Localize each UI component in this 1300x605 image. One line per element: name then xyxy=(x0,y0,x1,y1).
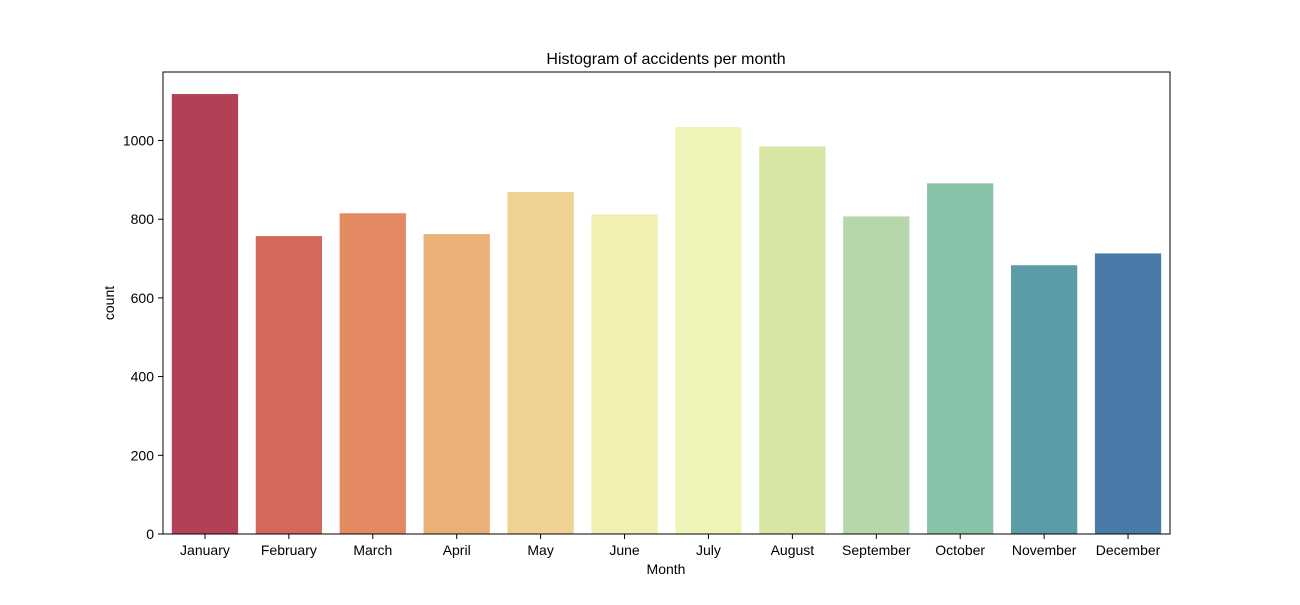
x-tick-label: October xyxy=(935,542,985,558)
bars-layer xyxy=(171,94,1162,535)
bar-march xyxy=(339,213,406,534)
x-tick-label: November xyxy=(1012,542,1077,558)
y-axis-label: count xyxy=(101,286,117,320)
bar-june xyxy=(591,214,658,534)
x-tick-label: April xyxy=(443,542,471,558)
y-tick-label: 0 xyxy=(146,526,154,542)
x-tick-label: June xyxy=(609,542,640,558)
x-tick-label: December xyxy=(1096,542,1161,558)
bar-december xyxy=(1094,253,1162,535)
y-tick-label: 600 xyxy=(131,290,155,306)
x-tick-label: March xyxy=(353,542,392,558)
x-tick-label: February xyxy=(261,542,317,558)
x-tick-label: May xyxy=(527,542,553,558)
x-axis: January February March April May June July Augu… xyxy=(180,534,1161,558)
y-tick-label: 400 xyxy=(131,369,155,385)
y-axis: 0 200 400 600 800 1000 xyxy=(123,132,163,542)
bar-april xyxy=(423,234,490,534)
x-tick-label: September xyxy=(842,542,911,558)
y-tick-label: 800 xyxy=(131,211,155,227)
y-tick-label: 200 xyxy=(131,447,155,463)
x-axis-label: Month xyxy=(647,561,686,577)
y-tick-label: 1000 xyxy=(123,132,154,148)
bar-september xyxy=(843,216,910,535)
x-tick-label: August xyxy=(771,542,815,558)
bar-november xyxy=(1010,265,1078,534)
bar-may xyxy=(507,192,574,534)
bar-october xyxy=(927,183,994,534)
chart-title: Histogram of accidents per month xyxy=(546,51,785,68)
bar-july xyxy=(675,127,742,534)
bar-january xyxy=(171,94,239,534)
x-tick-label: January xyxy=(180,542,230,558)
bar-february xyxy=(255,236,323,534)
x-tick-label: July xyxy=(696,542,721,558)
plot-frame xyxy=(162,71,1171,535)
bar-august xyxy=(759,146,826,534)
